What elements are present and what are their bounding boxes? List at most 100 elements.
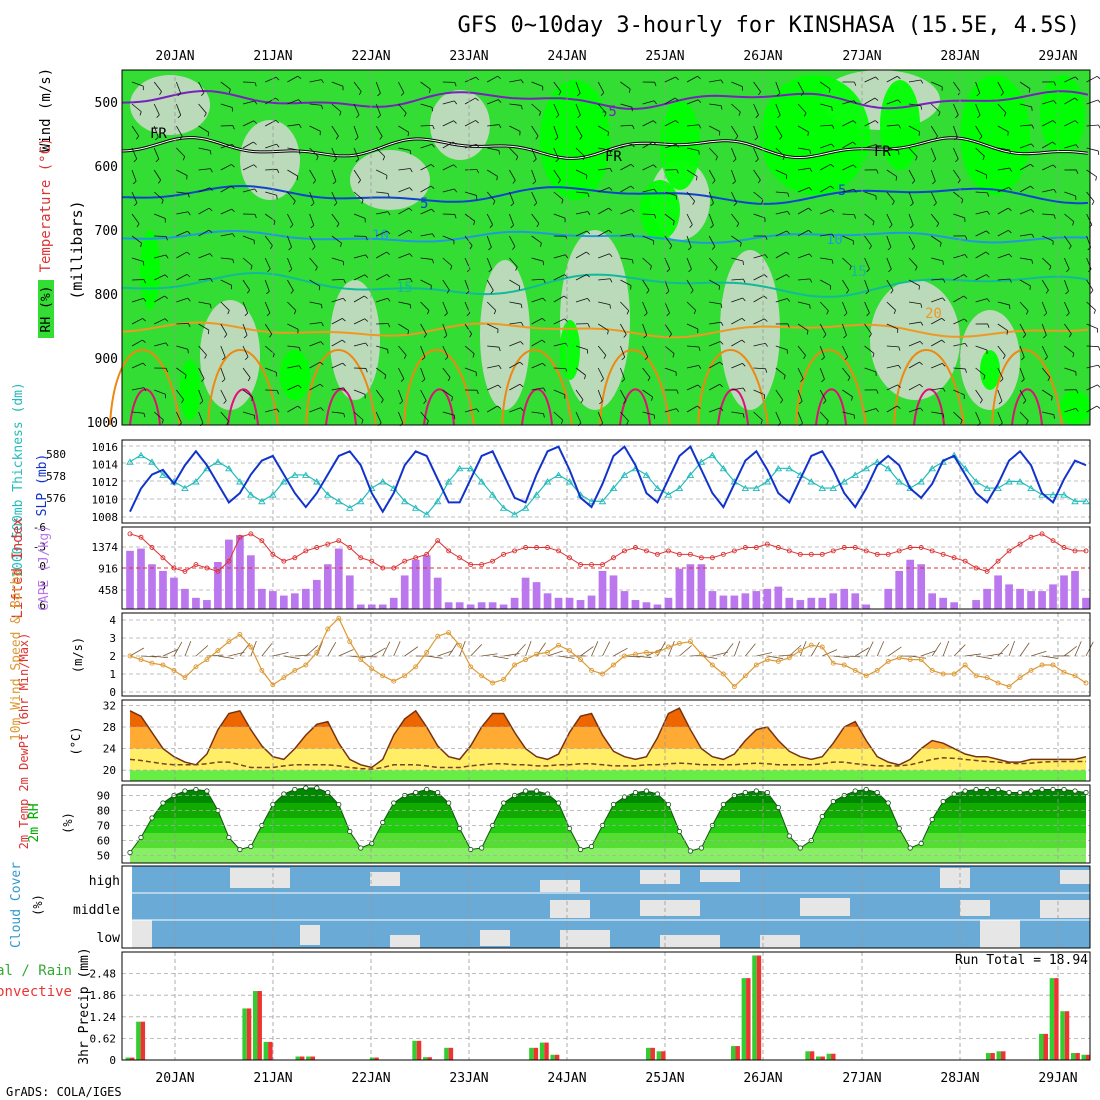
wind-barb <box>393 641 401 657</box>
wind-barb <box>889 224 893 228</box>
lifted-index-point <box>457 555 463 561</box>
rh-moist-zone <box>1060 390 1090 425</box>
wind-barb <box>664 301 670 314</box>
precip-conv-bar <box>427 1057 432 1060</box>
y-tick-label: 1008 <box>92 511 119 524</box>
cape-bar <box>499 604 508 609</box>
wind-barb <box>333 202 338 207</box>
wind-barb <box>239 643 251 657</box>
y-tick-label: 4 <box>109 614 116 627</box>
rh-point <box>413 789 419 796</box>
wind-barb <box>686 257 692 270</box>
axis-label-rh2m: 2m RH <box>27 803 42 842</box>
cloud-clear-zone <box>230 868 290 888</box>
wind-barb <box>309 383 321 391</box>
rh-point <box>149 815 155 821</box>
rh-point <box>830 798 836 805</box>
wind-barb <box>331 411 344 414</box>
wind-barb <box>275 76 280 81</box>
lifted-index-point <box>369 558 375 564</box>
wind-barb <box>931 257 943 262</box>
wind-speed-point <box>1061 669 1067 675</box>
wind-barb <box>269 333 273 338</box>
cape-bar <box>994 575 1002 609</box>
wind-barb <box>831 233 835 238</box>
thickness-point <box>148 458 156 465</box>
wind-barb <box>176 81 182 94</box>
wind-barb <box>797 253 810 259</box>
wind-barb <box>498 347 501 352</box>
wind-barb <box>154 342 166 347</box>
wind-barb <box>553 125 559 138</box>
wind-speed-point <box>138 657 144 663</box>
wind-barb <box>887 246 892 251</box>
wind-speed-point <box>709 662 715 668</box>
wind-barb <box>731 235 742 244</box>
wind-barb <box>941 339 946 343</box>
precip-conv-bar <box>650 1047 655 1060</box>
wind-barb <box>819 81 831 90</box>
wind-barb <box>398 367 405 379</box>
precip-total-bar <box>985 1053 991 1060</box>
wind-barb <box>208 229 213 234</box>
cape-bar <box>598 570 607 609</box>
thickness-point <box>961 464 969 472</box>
rh-point <box>347 828 353 835</box>
date-label: 23JAN <box>449 49 488 64</box>
wind-barb <box>487 384 499 391</box>
wind-barb <box>131 297 144 303</box>
wind-barb <box>155 158 160 163</box>
wind-barb <box>687 246 692 251</box>
wind-barb <box>531 191 538 204</box>
wind-speed-point <box>589 667 594 673</box>
rh-point <box>380 819 386 826</box>
wind-barb <box>1043 334 1047 339</box>
wind-barb <box>1008 229 1012 234</box>
thickness-point <box>851 471 860 478</box>
wind-barb <box>242 411 255 416</box>
wind-barb <box>318 286 321 291</box>
precip-conv-bar <box>1064 1011 1070 1060</box>
wind-barb <box>872 221 875 226</box>
isotherm-line <box>121 89 1089 110</box>
wind-barb <box>1022 334 1027 338</box>
wind-barb <box>953 191 964 200</box>
wind-barb <box>709 383 720 391</box>
rh-point <box>1028 788 1034 794</box>
thickness-point <box>236 478 244 485</box>
wind-barb <box>531 339 543 347</box>
wind-barb <box>620 124 633 127</box>
wind-barb <box>1021 356 1025 361</box>
wind-barb <box>932 180 936 185</box>
wind-speed-point <box>237 631 243 637</box>
cape-bar <box>356 604 365 609</box>
wind-barb <box>198 125 209 133</box>
wind-barb <box>476 390 479 395</box>
wind-barb <box>809 278 813 283</box>
wind-barb <box>176 367 187 376</box>
wind-barb <box>1047 377 1051 381</box>
wind-barb <box>420 301 430 311</box>
wind-barb <box>509 235 516 247</box>
thickness-point <box>972 478 980 485</box>
cloud-background <box>132 866 1090 948</box>
wind-barb <box>753 318 765 325</box>
rh-point <box>446 800 452 806</box>
wind-barb <box>609 304 611 309</box>
wind-barb <box>1091 201 1095 206</box>
isotherm-line <box>619 388 651 426</box>
wind-barb <box>431 208 435 213</box>
wind-barb <box>598 301 611 305</box>
cape-bar <box>697 564 706 609</box>
wind-speed-point <box>654 649 660 655</box>
wind-barb <box>1042 411 1054 416</box>
cape-bar <box>884 588 893 609</box>
wind-barb <box>354 136 359 141</box>
wind-barb <box>731 125 739 137</box>
wind-barb <box>420 81 431 90</box>
wind-barb <box>1019 185 1031 193</box>
wind-barb <box>198 323 210 331</box>
lifted-index-point <box>391 565 397 571</box>
wind-barb <box>664 257 671 270</box>
wind-barb <box>786 230 790 235</box>
